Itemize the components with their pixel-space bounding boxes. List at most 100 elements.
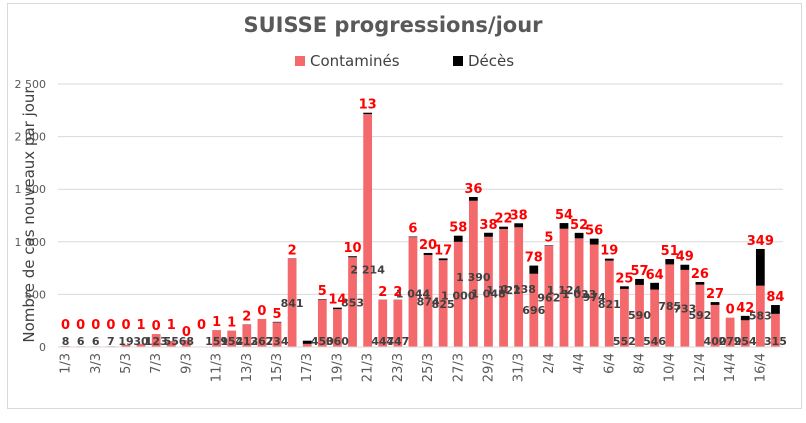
x-tick-label: 11/3 xyxy=(210,353,225,382)
bar-contamines xyxy=(544,245,554,347)
bar-contamines xyxy=(499,228,508,347)
bar-contamines xyxy=(257,318,267,347)
data-label-deces: 19 xyxy=(600,244,618,259)
data-label-deces: 51 xyxy=(661,244,679,259)
data-label-contamines: 853 xyxy=(341,297,364,310)
data-label-contamines: 592 xyxy=(688,309,711,322)
data-label-contamines: 785 xyxy=(658,300,681,313)
y-tick-label: 500 xyxy=(25,288,46,301)
data-label-deces: 5 xyxy=(544,230,553,245)
data-label-deces: 56 xyxy=(585,224,603,239)
data-label-deces: 49 xyxy=(676,250,694,265)
data-label-contamines: 1 044 xyxy=(396,288,431,301)
bar-contamines xyxy=(363,114,373,348)
bar-contamines xyxy=(121,345,131,347)
legend-label-deces: Décès xyxy=(468,52,514,70)
x-tick-label: 7/3 xyxy=(149,353,164,374)
data-label-deces: 64 xyxy=(646,268,664,283)
bar-deces xyxy=(302,340,312,344)
data-label-contamines: 450 xyxy=(311,335,334,348)
x-tick-label: 23/3 xyxy=(391,353,406,382)
data-label-contamines: 1 000 xyxy=(441,290,476,303)
bar-contamines xyxy=(378,299,388,347)
data-label-deces: 57 xyxy=(630,264,648,279)
bar-contamines xyxy=(423,255,433,347)
data-label-deces: 0 xyxy=(121,318,130,333)
bar-contamines xyxy=(589,244,599,347)
bar-contamines xyxy=(484,236,493,347)
data-label-deces: 2 xyxy=(288,243,297,258)
x-tick-label: 9/3 xyxy=(179,353,194,374)
bar-deces xyxy=(438,258,448,261)
bar-deces xyxy=(755,248,765,286)
bar-deces xyxy=(680,264,690,270)
data-label-contamines: 1 138 xyxy=(501,283,535,296)
data-label-contamines: 590 xyxy=(628,309,651,322)
data-label-contamines: 841 xyxy=(281,297,304,310)
bar-deces xyxy=(348,256,357,258)
data-label-contamines: 1 033 xyxy=(562,288,596,301)
data-label-contamines: 447 xyxy=(386,335,409,348)
data-label-deces: 5 xyxy=(318,284,327,299)
data-label-contamines: 6 xyxy=(92,335,100,348)
data-label-deces: 0 xyxy=(726,303,735,318)
data-label-contamines: 733 xyxy=(673,302,696,315)
bar-deces xyxy=(499,226,508,229)
data-label-contamines: 1 048 xyxy=(471,287,505,300)
data-label-contamines: 360 xyxy=(326,335,349,348)
bar-contamines xyxy=(438,260,448,347)
x-tick-label: 16/4 xyxy=(753,353,768,382)
bar-deces xyxy=(740,315,750,321)
bar-deces xyxy=(363,112,373,115)
x-tick-label: 17/3 xyxy=(300,353,315,382)
bar-deces xyxy=(333,307,342,310)
y-tick-label: 2 000 xyxy=(15,131,47,144)
data-label-contamines: 962 xyxy=(537,291,560,304)
bar-contamines xyxy=(468,200,478,347)
data-label-deces: 2 xyxy=(393,285,402,300)
chart-frame: 0 500 1 000 1 500 2 000 2 500 8 6 6 7 19 30 123 55 68… xyxy=(7,3,802,409)
data-label-deces: 1 xyxy=(212,315,221,330)
bar-contamines xyxy=(333,309,342,347)
data-label-contamines: 821 xyxy=(598,298,621,311)
data-label-contamines: 30 xyxy=(133,335,149,348)
x-tick-label: 29/3 xyxy=(481,353,496,382)
data-label-contamines: 234 xyxy=(266,335,289,348)
x-tick-label: 6/4 xyxy=(602,353,617,374)
bar-contamines xyxy=(665,264,675,347)
data-label-deces: 25 xyxy=(615,271,633,286)
data-label-contamines: 6 xyxy=(77,335,85,348)
y-tick-label: 2 500 xyxy=(15,78,47,91)
bar-contamines xyxy=(620,288,629,347)
bar-deces xyxy=(272,321,282,323)
data-label-contamines: 159 xyxy=(205,335,228,348)
y-tick-label: 0 xyxy=(39,341,46,354)
data-label-contamines: 546 xyxy=(643,335,666,348)
data-label-contamines: 154 xyxy=(220,335,243,348)
data-label-deces: 0 xyxy=(76,318,85,333)
data-label-deces: 0 xyxy=(152,319,161,334)
legend-swatch-deces xyxy=(453,56,463,66)
x-tick-label: 12/4 xyxy=(693,353,708,382)
x-tick-label: 21/3 xyxy=(361,353,376,382)
chart-title: SUISSE progressions/jour xyxy=(243,13,543,37)
bar-contamines xyxy=(680,269,690,347)
data-label-deces: 27 xyxy=(706,287,724,302)
data-label-deces: 1 xyxy=(227,316,236,331)
data-label-contamines: 8 xyxy=(62,335,70,348)
data-label-deces: 349 xyxy=(747,234,774,249)
data-label-contamines: 1 124 xyxy=(547,284,582,297)
data-label-deces: 0 xyxy=(61,318,70,333)
data-label-deces: 42 xyxy=(736,301,754,316)
x-axis-ticks: 1/3 3/3 5/3 7/3 9/3 11/3 13/3 15/3 17/3 19/3 21/3 2… xyxy=(59,353,769,382)
bar-deces xyxy=(620,286,629,289)
bars xyxy=(61,112,780,348)
data-label-deces: 6 xyxy=(408,222,417,237)
data-label-contamines: 68 xyxy=(179,335,194,348)
data-label-contamines: 267 xyxy=(250,335,273,348)
data-label-contamines: 1 122 xyxy=(486,284,520,297)
bar-contamines xyxy=(650,289,659,347)
bar-contamines xyxy=(574,238,584,347)
